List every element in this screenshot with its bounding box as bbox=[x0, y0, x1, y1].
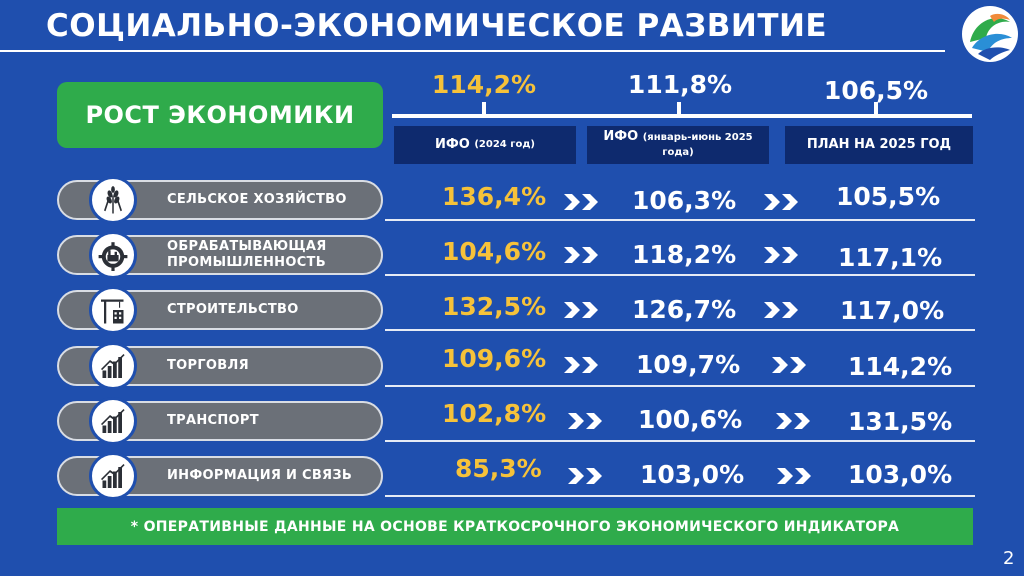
wheat-icon bbox=[89, 176, 137, 224]
sector-label: СЕЛЬСКОЕ ХОЗЯЙСТВО bbox=[167, 182, 347, 218]
value-2025-h1: 103,0% bbox=[640, 460, 745, 489]
value-2025-h1: 106,3% bbox=[632, 186, 737, 215]
axis-tick bbox=[677, 102, 681, 116]
double-chevron-icon bbox=[566, 411, 608, 431]
row-divider bbox=[385, 385, 975, 387]
header-note: (январь-июнь 2025 года) bbox=[642, 132, 753, 158]
sector-label-line: ТРАНСПОРТ bbox=[167, 412, 259, 428]
header-value-2024: 114,2% bbox=[431, 70, 537, 99]
value-plan: 117,0% bbox=[840, 296, 945, 325]
double-chevron-icon bbox=[562, 355, 604, 375]
value-2024: 132,5% bbox=[442, 292, 547, 321]
value-plan: 105,5% bbox=[836, 182, 941, 211]
value-2025-h1: 126,7% bbox=[632, 295, 737, 324]
sector-label: ИНФОРМАЦИЯ И СВЯЗЬ bbox=[167, 458, 352, 494]
row-divider bbox=[385, 274, 975, 276]
value-2024: 102,8% bbox=[442, 399, 547, 428]
header-label: ИФО bbox=[603, 129, 639, 145]
sector-label-line: ОБРАБАТЫВАЮЩАЯ bbox=[167, 238, 327, 254]
sector-label: ОБРАБАТЫВАЮЩАЯ ПРОМЫШЛЕННОСТЬ bbox=[167, 237, 327, 273]
sector-label-line: ПРОМЫШЛЕННОСТЬ bbox=[167, 255, 326, 270]
row-divider bbox=[385, 219, 975, 221]
header-box-plan: ПЛАН НА 2025 ГОД bbox=[785, 126, 973, 164]
sector-pill: СЕЛЬСКОЕ ХОЗЯЙСТВО bbox=[57, 176, 383, 224]
sector-pill: ОБРАБАТЫВАЮЩАЯ ПРОМЫШЛЕННОСТЬ bbox=[57, 231, 383, 279]
sector-label: СТРОИТЕЛЬСТВО bbox=[167, 292, 299, 328]
sector-label-line: ТОРГОВЛЯ bbox=[167, 357, 249, 373]
double-chevron-icon bbox=[762, 300, 804, 320]
row-divider bbox=[385, 495, 975, 497]
row-divider bbox=[385, 440, 975, 442]
double-chevron-icon bbox=[775, 466, 817, 486]
header-label: ИФО bbox=[435, 136, 470, 152]
header-value-2025-h1: 111,8% bbox=[627, 70, 733, 99]
value-2025-h1: 118,2% bbox=[632, 240, 737, 269]
value-plan: 131,5% bbox=[848, 407, 953, 436]
growth-chart-icon bbox=[89, 342, 137, 390]
axis-tick bbox=[874, 102, 878, 116]
double-chevron-icon bbox=[762, 245, 804, 265]
row-divider bbox=[385, 329, 975, 331]
double-chevron-icon bbox=[562, 192, 604, 212]
value-plan: 114,2% bbox=[848, 352, 953, 381]
value-2024: 109,6% bbox=[442, 344, 547, 373]
value-2025-h1: 100,6% bbox=[638, 405, 743, 434]
double-chevron-icon bbox=[770, 355, 812, 375]
economic-growth-badge: РОСТ ЭКОНОМИКИ bbox=[57, 82, 383, 148]
sector-label: ТОРГОВЛЯ bbox=[167, 348, 249, 384]
value-2024: 104,6% bbox=[442, 237, 547, 266]
page-title: СОЦИАЛЬНО-ЭКОНОМИЧЕСКОЕ РАЗВИТИЕ bbox=[46, 8, 828, 44]
header-box-2024: ИФО (2024 год) bbox=[394, 126, 576, 164]
value-2025-h1: 109,7% bbox=[636, 350, 741, 379]
sector-pill: ИНФОРМАЦИЯ И СВЯЗЬ bbox=[57, 452, 383, 500]
value-2024: 85,3% bbox=[455, 454, 542, 483]
sector-pill: ТРАНСПОРТ bbox=[57, 397, 383, 445]
double-chevron-icon bbox=[562, 300, 604, 320]
double-chevron-icon bbox=[566, 466, 608, 486]
header-label: ПЛАН НА 2025 ГОД bbox=[806, 136, 952, 152]
double-chevron-icon bbox=[762, 192, 804, 212]
page-number: 2 bbox=[1003, 548, 1015, 569]
footnote-bar: * ОПЕРАТИВНЫЕ ДАННЫЕ НА ОСНОВЕ КРАТКОСРО… bbox=[57, 508, 973, 545]
header-note: (2024 год) bbox=[474, 139, 535, 151]
header-value-plan: 106,5% bbox=[823, 76, 929, 105]
sector-label-line: СЕЛЬСКОЕ ХОЗЯЙСТВО bbox=[167, 191, 347, 207]
sector-label-line: СТРОИТЕЛЬСТВО bbox=[167, 301, 299, 317]
value-2024: 136,4% bbox=[442, 182, 547, 211]
growth-chart-icon bbox=[89, 397, 137, 445]
sector-pill: ТОРГОВЛЯ bbox=[57, 342, 383, 390]
title-divider bbox=[0, 50, 945, 52]
double-chevron-icon bbox=[774, 411, 816, 431]
header-axis-line bbox=[392, 114, 972, 118]
value-plan: 117,1% bbox=[838, 243, 943, 272]
sector-pill: СТРОИТЕЛЬСТВО bbox=[57, 286, 383, 334]
sector-label-line: ИНФОРМАЦИЯ И СВЯЗЬ bbox=[167, 467, 353, 483]
factory-gear-icon bbox=[89, 231, 137, 279]
value-plan: 103,0% bbox=[848, 460, 953, 489]
growth-chart-icon bbox=[89, 452, 137, 500]
header-box-2025-h1: ИФО (январь-июнь 2025 года) bbox=[587, 126, 769, 164]
crane-building-icon bbox=[89, 286, 137, 334]
axis-tick bbox=[482, 102, 486, 116]
sector-label: ТРАНСПОРТ bbox=[167, 403, 259, 439]
region-logo-icon bbox=[962, 6, 1018, 62]
double-chevron-icon bbox=[562, 245, 604, 265]
